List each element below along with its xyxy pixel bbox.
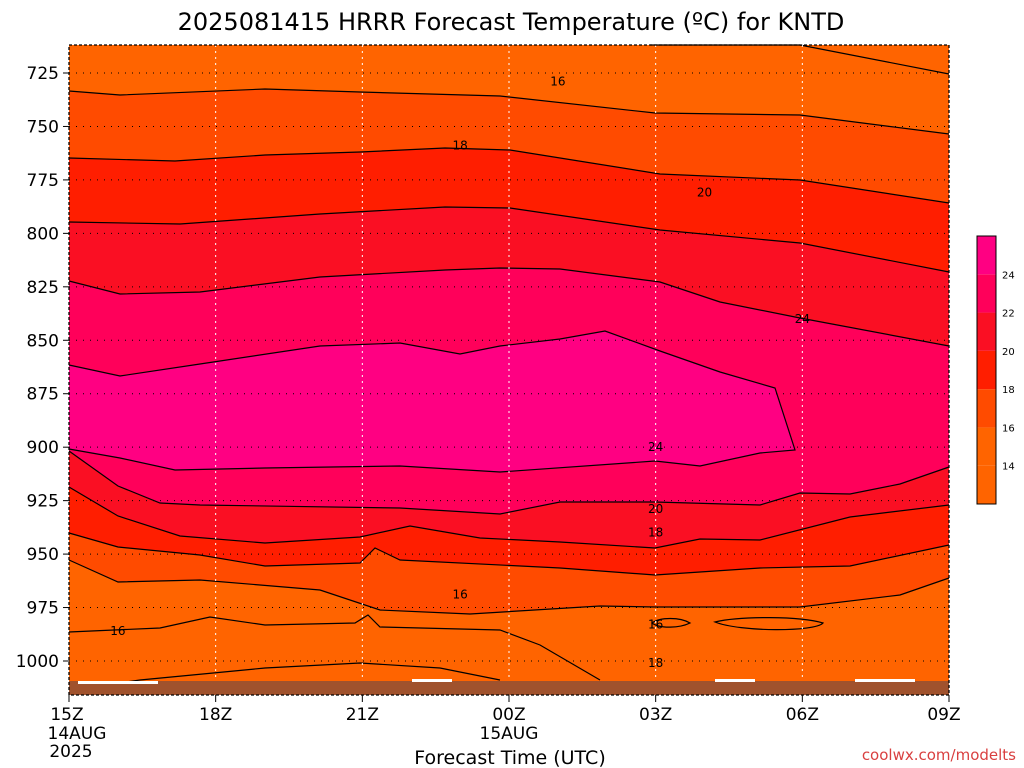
colorbar-swatch [977, 350, 996, 390]
colorbar-swatch [977, 312, 996, 351]
plot-area: 1618202424242220182016161618 [68, 44, 950, 696]
contour-label: 24 [795, 312, 810, 326]
y-tick-label: 900 [27, 438, 59, 458]
colorbar-swatch [977, 465, 996, 504]
grid [69, 45, 949, 681]
x-tick-label: 03Z [639, 705, 672, 725]
y-tick-label: 725 [27, 64, 59, 84]
x-tick-label: 09Z [927, 705, 960, 725]
y-tick-label: 750 [27, 117, 59, 137]
chart-title: 2025081415 HRRR Forecast Temperature (ºC… [178, 8, 845, 36]
colorbar-label: 14 [1002, 462, 1015, 473]
contour-labels: 1618202424242220182016161618 [110, 75, 810, 671]
colorbar-swatch [977, 274, 996, 313]
y-tick-label: 950 [27, 545, 59, 565]
y-tick-label: 925 [27, 492, 59, 512]
colorbar-label: 24 [1002, 270, 1015, 281]
y-tick-label: 975 [27, 599, 59, 619]
contour-label: 18 [648, 656, 663, 670]
x-tick-date: 15AUG [480, 724, 539, 744]
colorbar-label: 16 [1002, 423, 1015, 434]
contour-label: 20 [697, 186, 712, 200]
contour-label: 16 [452, 588, 467, 602]
ground [69, 681, 949, 695]
credit-text: coolwx.com/modelts [862, 746, 1016, 764]
band-14-b [715, 617, 823, 630]
contour-label: 24 [648, 440, 663, 454]
contour-label: 16 [550, 75, 565, 89]
colorbar-label: 22 [1002, 309, 1015, 320]
band-14 [652, 618, 690, 628]
ground-gaps [78, 679, 915, 684]
colorbar-label: 20 [1002, 347, 1015, 358]
y-tick-label: 800 [27, 224, 59, 244]
y-tick-label: 775 [27, 171, 59, 191]
contour-label: 20 [648, 502, 663, 516]
contour-label: 18 [452, 139, 467, 153]
colorbar: 14 16 18 20 22 24 [976, 235, 1015, 505]
colorbar-swatch [977, 427, 996, 466]
band-24 [69, 331, 795, 472]
y-tick-label: 825 [27, 278, 59, 298]
x-tick-year: 2025 [49, 742, 92, 762]
x-tick-date: 14AUG [48, 724, 107, 744]
contour-label: 16 [110, 624, 125, 638]
x-axis-label: Forecast Time (UTC) [414, 747, 605, 768]
colorbar-swatch [977, 389, 996, 428]
x-tick-label: 15Z [50, 705, 83, 725]
x-tick-label: 18Z [199, 705, 232, 725]
y-tick-label: 850 [27, 331, 59, 351]
colorbar-swatch [977, 236, 996, 275]
colorbar-label: 18 [1002, 385, 1015, 396]
y-tick-label: 1000 [16, 652, 59, 672]
x-tick-label: 21Z [346, 705, 379, 725]
x-tick-label: 06Z [786, 705, 819, 725]
contour-label: 16 [648, 618, 663, 632]
y-axis: 725 750 775 800 825 850 875 900 925 950 975 1000 [16, 64, 69, 672]
contour-label: 18 [648, 526, 663, 540]
x-tick-label: 00Z [492, 705, 525, 725]
y-tick-label: 875 [27, 385, 59, 405]
colorbar-frame [976, 235, 997, 505]
